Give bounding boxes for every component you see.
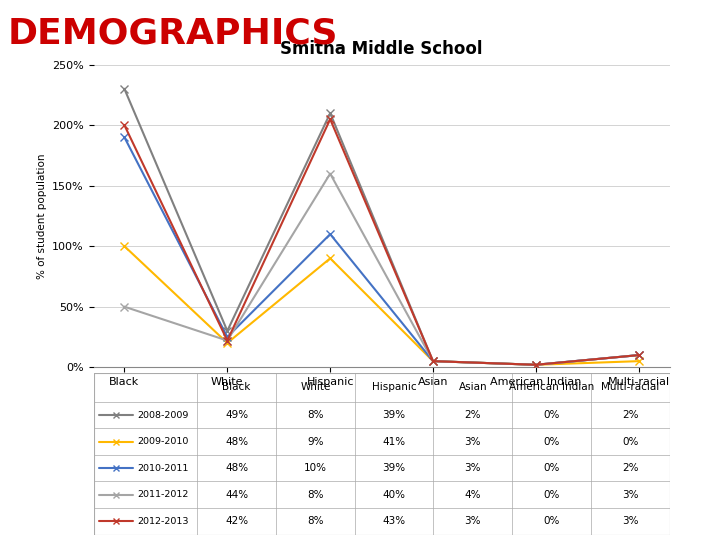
- Line: 2012-2013: 2012-2013: [120, 115, 643, 369]
- 2010-2011: [531, 362, 540, 368]
- Text: 39%: 39%: [382, 410, 405, 420]
- 2012-2013: [531, 362, 540, 368]
- Text: 0%: 0%: [544, 437, 559, 447]
- Text: 49%: 49%: [225, 410, 248, 420]
- 2008-2009: [634, 352, 643, 359]
- Text: White: White: [300, 382, 330, 392]
- 2008-2009: [531, 362, 540, 368]
- Text: 3%: 3%: [464, 437, 481, 447]
- Y-axis label: % of student population: % of student population: [37, 153, 47, 279]
- Text: 2008-2009: 2008-2009: [137, 410, 189, 420]
- Text: 2%: 2%: [464, 410, 481, 420]
- Text: Asian: Asian: [459, 382, 487, 392]
- Text: 8%: 8%: [307, 516, 323, 526]
- 2011-2012: [531, 362, 540, 368]
- Text: Black: Black: [222, 382, 251, 392]
- Text: 44%: 44%: [225, 490, 248, 500]
- Text: 2012-2013: 2012-2013: [137, 517, 189, 526]
- 2008-2009: [326, 110, 335, 117]
- 2009-2010: [634, 358, 643, 365]
- 2012-2013: [634, 352, 643, 359]
- 2010-2011: [120, 134, 129, 140]
- 2011-2012: [223, 338, 232, 344]
- Text: 2011-2012: 2011-2012: [137, 490, 189, 500]
- 2010-2011: [634, 352, 643, 359]
- Text: 0%: 0%: [544, 516, 559, 526]
- 2011-2012: [634, 352, 643, 359]
- 2012-2013: [326, 116, 335, 123]
- Text: 10%: 10%: [304, 463, 327, 473]
- Line: 2009-2010: 2009-2010: [120, 242, 643, 369]
- 2009-2010: [531, 362, 540, 368]
- Text: 3%: 3%: [622, 516, 639, 526]
- 2008-2009: [120, 86, 129, 92]
- Text: 3%: 3%: [464, 516, 481, 526]
- Text: 0%: 0%: [544, 410, 559, 420]
- Text: 2%: 2%: [622, 463, 639, 473]
- 2009-2010: [120, 243, 129, 249]
- Text: 42%: 42%: [225, 516, 248, 526]
- Text: 3%: 3%: [464, 463, 481, 473]
- Text: 40%: 40%: [382, 490, 405, 500]
- Text: 2009-2010: 2009-2010: [137, 437, 189, 446]
- Line: 2011-2012: 2011-2012: [120, 170, 643, 369]
- Text: Multi-racial: Multi-racial: [601, 382, 660, 392]
- Text: 8%: 8%: [307, 410, 323, 420]
- 2009-2010: [428, 358, 437, 365]
- Text: Hispanic: Hispanic: [372, 382, 416, 392]
- Text: 8%: 8%: [307, 490, 323, 500]
- Text: 48%: 48%: [225, 437, 248, 447]
- Text: DEMOGRAPHICS: DEMOGRAPHICS: [7, 16, 338, 50]
- Text: 4%: 4%: [464, 490, 481, 500]
- 2012-2013: [120, 122, 129, 129]
- Text: American Indian: American Indian: [509, 382, 594, 392]
- Text: 39%: 39%: [382, 463, 405, 473]
- 2012-2013: [223, 338, 232, 344]
- 2011-2012: [428, 358, 437, 365]
- Text: 2010-2011: 2010-2011: [137, 464, 189, 472]
- 2008-2009: [428, 358, 437, 365]
- 2010-2011: [223, 334, 232, 340]
- 2009-2010: [223, 340, 232, 346]
- Text: 41%: 41%: [382, 437, 405, 447]
- Text: 43%: 43%: [382, 516, 405, 526]
- Line: 2008-2009: 2008-2009: [120, 85, 643, 369]
- Text: 0%: 0%: [622, 437, 639, 447]
- 2010-2011: [428, 358, 437, 365]
- 2010-2011: [326, 231, 335, 238]
- Text: 48%: 48%: [225, 463, 248, 473]
- 2009-2010: [326, 255, 335, 261]
- Line: 2010-2011: 2010-2011: [120, 133, 643, 369]
- Text: 3%: 3%: [622, 490, 639, 500]
- Text: 2%: 2%: [622, 410, 639, 420]
- 2011-2012: [326, 171, 335, 177]
- 2011-2012: [120, 303, 129, 310]
- Text: 0%: 0%: [544, 463, 559, 473]
- 2008-2009: [223, 328, 232, 334]
- Text: 9%: 9%: [307, 437, 323, 447]
- Text: 0%: 0%: [544, 490, 559, 500]
- 2012-2013: [428, 358, 437, 365]
- Title: Smitha Middle School: Smitha Middle School: [280, 39, 483, 58]
